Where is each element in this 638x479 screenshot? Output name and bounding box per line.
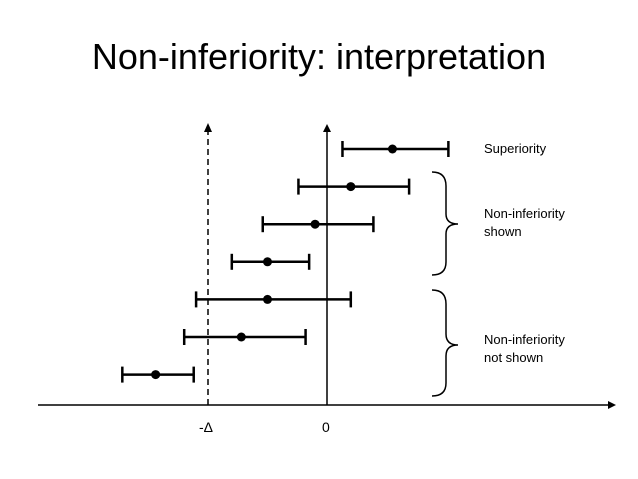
ci-row-4 [230,253,311,270]
label-superiority: Superiority [484,141,547,156]
point-estimate [387,144,397,154]
brace-ni-not-shown [431,289,459,397]
label-ni-shown-line2: shown [484,224,522,239]
ci-row-6 [182,329,307,345]
point-estimate [236,332,246,342]
ci-row-3 [261,216,375,233]
label-ni-shown-line1: Non-inferiority [484,206,565,221]
confidence-intervals [121,141,450,383]
ci-row-1 [341,141,450,157]
point-estimate [346,182,356,192]
brace-ni-shown [431,171,459,276]
ci-row-2 [297,178,411,195]
zero-tick-label: 0 [322,419,330,435]
point-estimate [263,257,272,267]
point-estimate [263,294,272,304]
ci-row-5 [194,291,353,308]
label-ni-not-shown-line1: Non-inferiority [484,332,565,347]
slide-title: Non-inferiority: interpretation [91,36,547,77]
margin-line-arrowhead [204,123,212,132]
point-estimate [310,219,320,229]
ci-row-7 [121,366,195,383]
margin-tick-label: -Δ [199,419,214,435]
point-estimate [151,370,161,380]
label-ni-not-shown-line2: not shown [484,350,544,365]
